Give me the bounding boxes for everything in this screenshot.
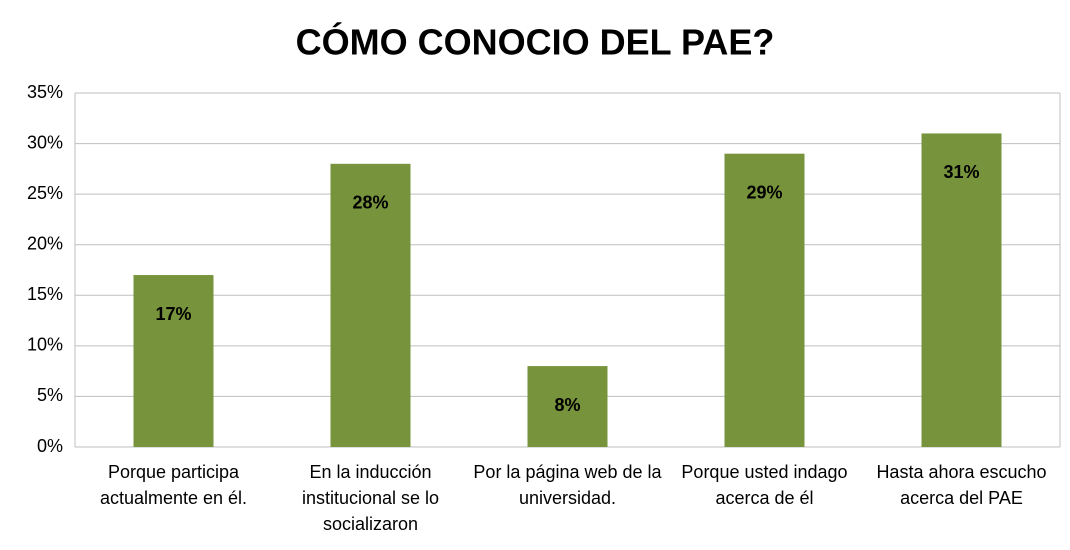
data-label: 8% [554, 395, 580, 415]
y-tick-label: 35% [27, 82, 63, 102]
y-tick-label: 0% [37, 436, 63, 456]
bar [921, 133, 1002, 447]
y-tick-label: 25% [27, 183, 63, 203]
data-label: 28% [352, 193, 388, 213]
x-tick-label: En la inducción institucional se lo social… [302, 462, 439, 534]
chart-title: CÓMO CONOCIO DEL PAE? [296, 21, 775, 63]
y-tick-label: 5% [37, 385, 63, 405]
x-tick-label: Por la página web de la universidad. [473, 462, 662, 508]
y-tick-label: 15% [27, 284, 63, 304]
x-tick-label: Porque usted indago acerca de él [681, 462, 847, 508]
data-label: 31% [943, 162, 979, 182]
x-tick-label: Hasta ahora escucho acerca del PAE [876, 462, 1046, 508]
bar [133, 275, 214, 447]
data-label: 17% [155, 304, 191, 324]
y-tick-label: 30% [27, 132, 63, 152]
y-tick-label: 10% [27, 335, 63, 355]
x-tick-label: Porque participa actualmente en él. [100, 462, 247, 508]
data-label: 29% [746, 182, 782, 202]
bar [724, 153, 805, 447]
bar [330, 163, 411, 448]
bar [527, 366, 608, 447]
y-tick-label: 20% [27, 233, 63, 253]
